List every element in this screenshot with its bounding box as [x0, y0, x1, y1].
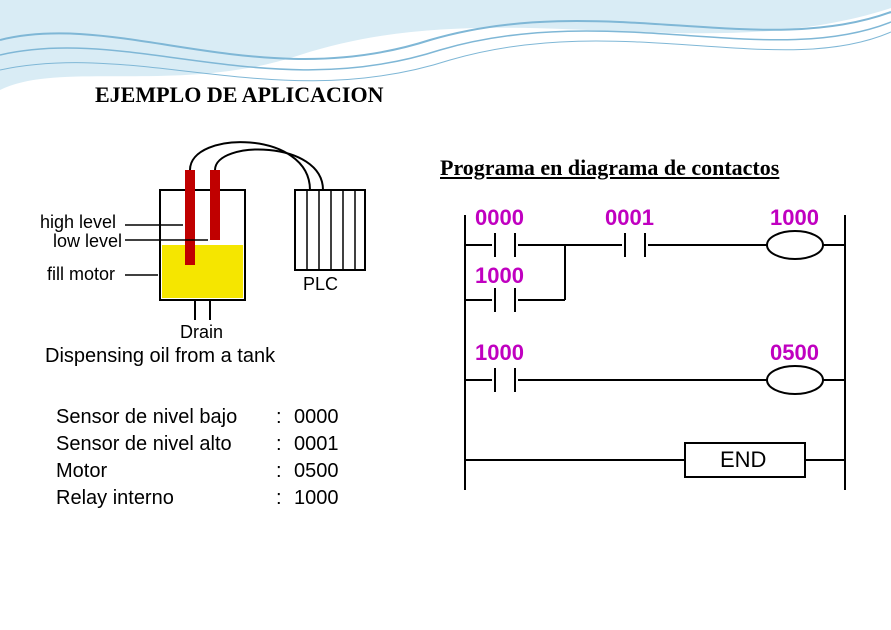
label-drain: Drain [180, 322, 223, 342]
coil-1000: 1000 [767, 205, 823, 259]
legend-name: Sensor de nivel bajo [56, 404, 276, 431]
page-title: EJEMPLO DE APLICACION [95, 82, 383, 108]
legend-value: 0000 [294, 404, 354, 431]
legend-name: Sensor de nivel alto [56, 431, 276, 458]
svg-text:0001: 0001 [605, 205, 654, 230]
legend-name: Relay interno [56, 485, 276, 512]
svg-text:1000: 1000 [770, 205, 819, 230]
rung-1: 0000 0001 1000 1000 [465, 205, 845, 312]
schematic-caption: Dispensing oil from a tank [45, 345, 275, 368]
end-label: END [720, 447, 766, 472]
ladder-subtitle: Programa en diagrama de contactos [440, 155, 779, 181]
legend-value: 0500 [294, 458, 354, 485]
oil-fill [162, 245, 243, 298]
legend-row: Motor : 0500 [56, 458, 354, 485]
legend-row: Relay interno : 1000 [56, 485, 354, 512]
schematic-diagram: high level low level fill motor PLC Drai… [35, 135, 415, 345]
legend-row: Sensor de nivel bajo : 0000 [56, 404, 354, 431]
label-plc: PLC [303, 274, 338, 294]
contact-1000: 1000 [475, 340, 524, 392]
svg-text:0000: 0000 [475, 205, 524, 230]
label-fill-motor: fill motor [47, 264, 115, 284]
contact-0001: 0001 [605, 205, 654, 257]
legend-row: Sensor de nivel alto : 0001 [56, 431, 354, 458]
rung-3: END [465, 443, 845, 477]
probe-low [185, 170, 195, 265]
coil-0500: 0500 [767, 340, 823, 394]
label-high-level: high level [40, 212, 116, 232]
svg-text:0500: 0500 [770, 340, 819, 365]
ladder-diagram: 0000 0001 1000 1000 [435, 205, 875, 515]
probe-high [210, 170, 220, 240]
legend-value: 0001 [294, 431, 354, 458]
rung-2: 1000 0500 [465, 340, 845, 394]
svg-text:1000: 1000 [475, 263, 524, 288]
label-low-level: low level [53, 231, 122, 251]
contact-0000: 0000 [475, 205, 524, 257]
wire-2 [215, 150, 323, 190]
legend-name: Motor [56, 458, 276, 485]
legend-value: 1000 [294, 485, 354, 512]
signal-legend: Sensor de nivel bajo : 0000 Sensor de ni… [56, 404, 354, 512]
svg-text:1000: 1000 [475, 340, 524, 365]
tank [160, 190, 245, 320]
plc-box [295, 190, 365, 270]
